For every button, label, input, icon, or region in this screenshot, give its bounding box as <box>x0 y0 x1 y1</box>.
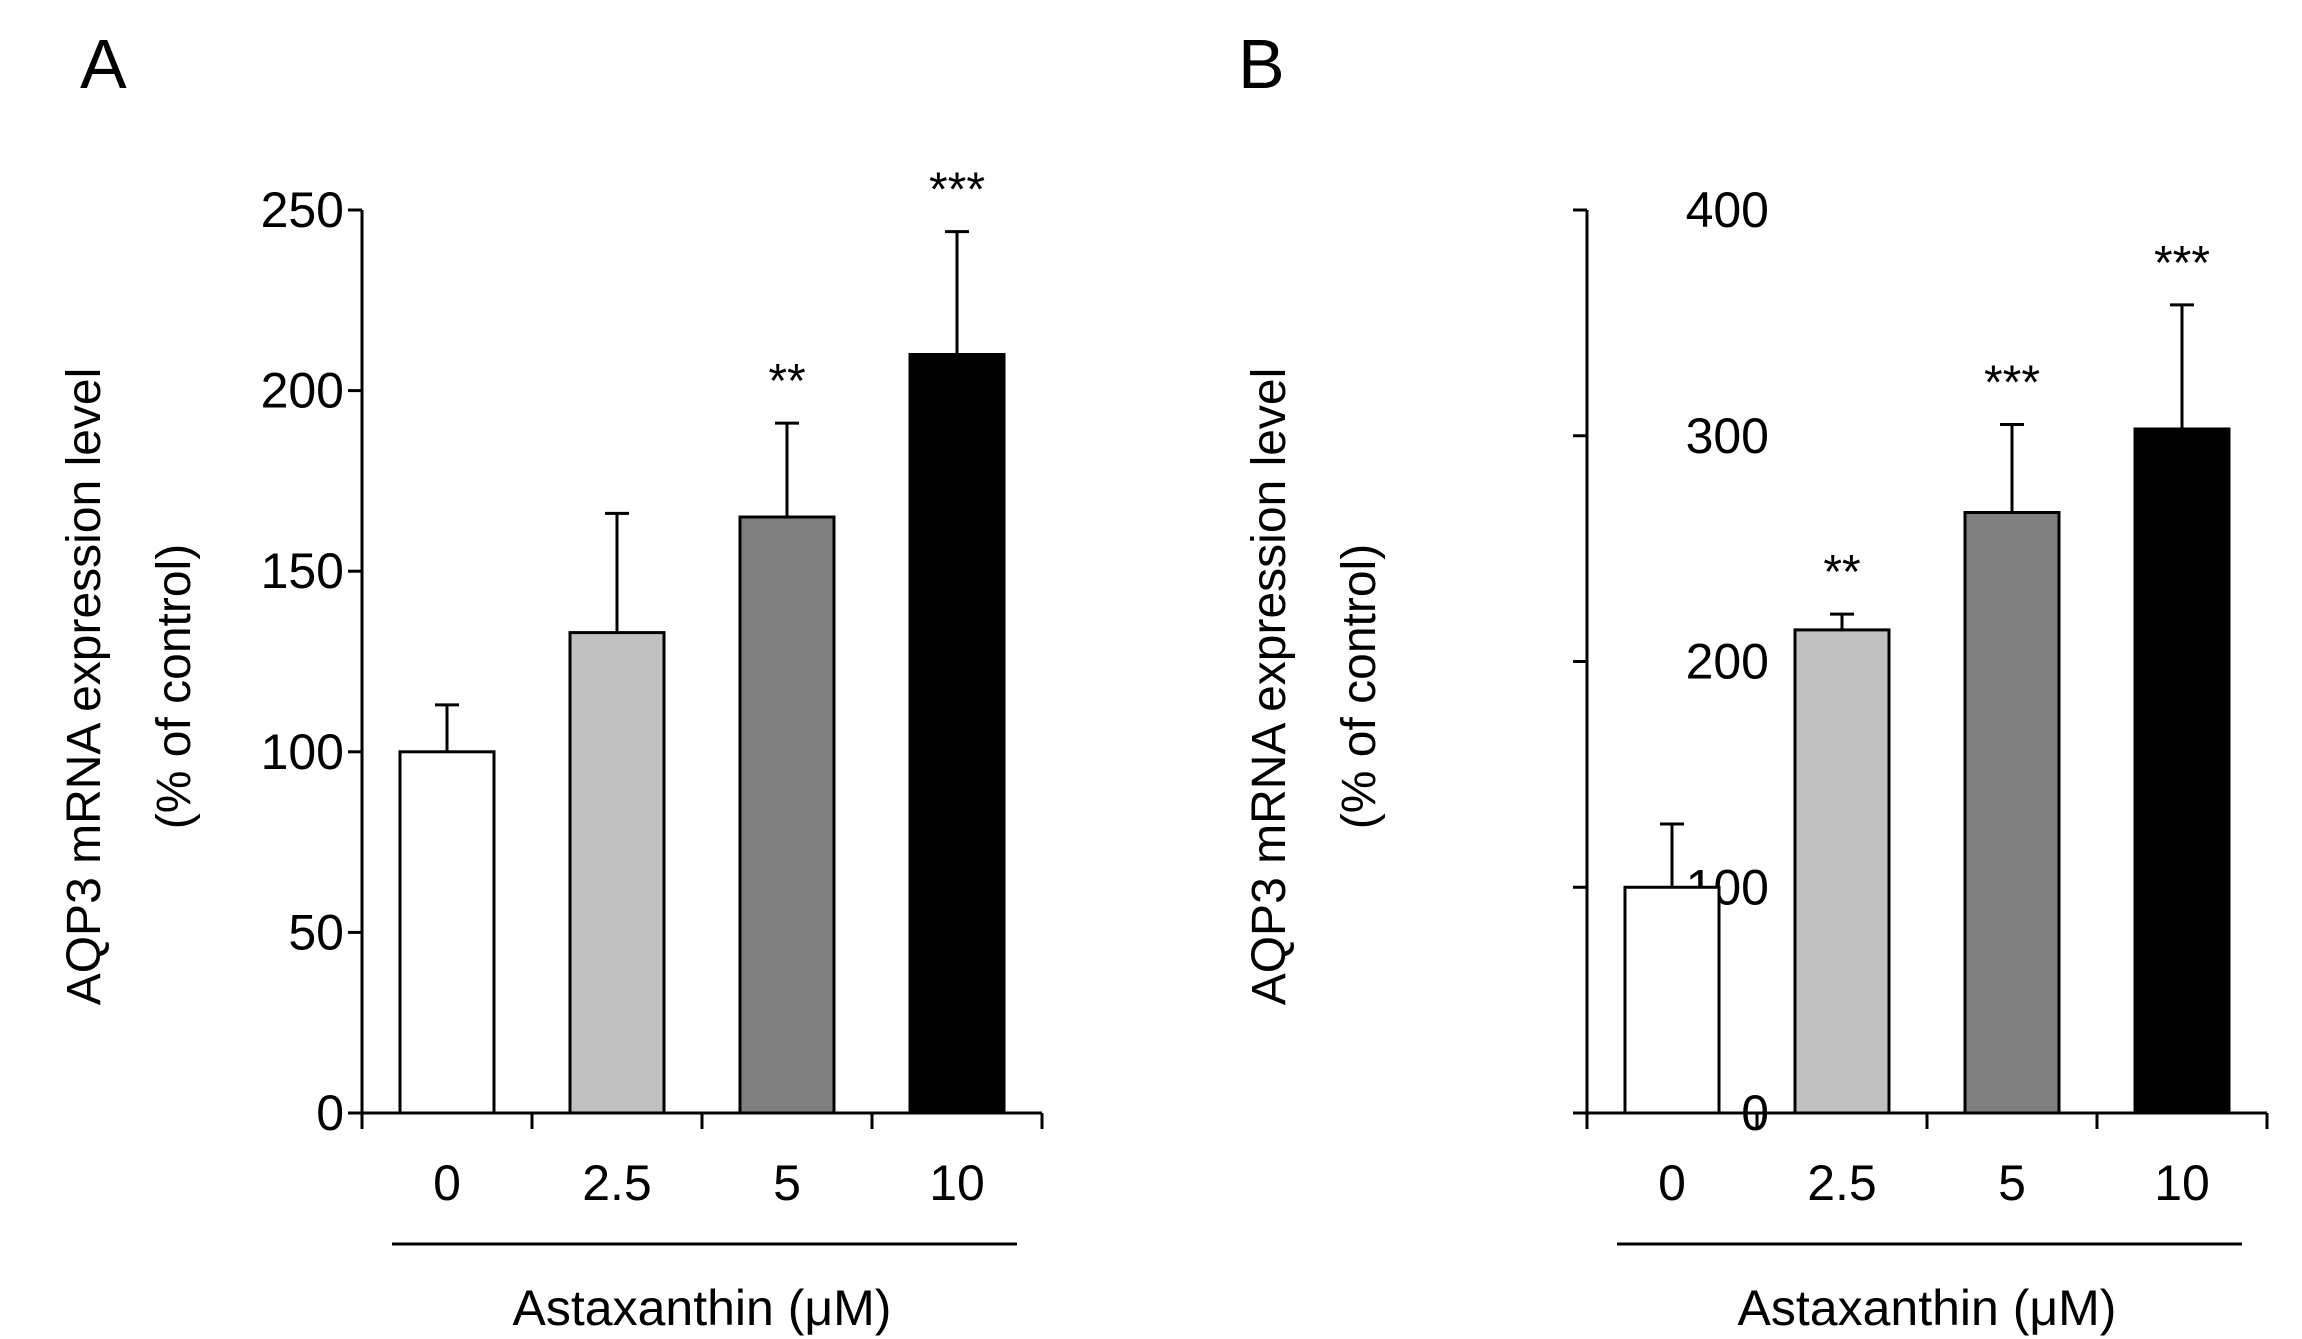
panel-label: B <box>1238 25 1285 103</box>
x-tick-label: 10 <box>2154 1155 2210 1211</box>
x-tick-label: 2.5 <box>1807 1155 1877 1211</box>
y-tick-label: 200 <box>261 363 344 419</box>
y-tick-label: 250 <box>261 182 344 238</box>
x-tick-label: 0 <box>433 1155 461 1211</box>
x-tick-label: 5 <box>773 1155 801 1211</box>
y-tick-label: 300 <box>1686 408 1769 464</box>
x-tick-label: 0 <box>1658 1155 1686 1211</box>
panel-a: A 0 50 100 150 200 250 0 2.5 ** 5 *** 10 Astaxanthin … <box>58 25 1044 1336</box>
x-tick-label: 5 <box>1998 1155 2026 1211</box>
y-axis-title: AQP3 mRNA expression level <box>1243 368 1296 1006</box>
y-tick-label: 150 <box>261 543 344 599</box>
y-axis-title: AQP3 mRNA expression level <box>58 368 111 1006</box>
significance-marker: *** <box>929 164 985 217</box>
significance-marker: *** <box>1984 356 2040 409</box>
bar-0 <box>1623 885 1721 1115</box>
significance-marker: ** <box>1823 546 1860 599</box>
y-axis-subtitle: (% of control) <box>1333 544 1386 829</box>
x-tick-label: 2.5 <box>582 1155 652 1211</box>
x-tick-label: 10 <box>929 1155 985 1211</box>
significance-marker: ** <box>768 355 805 408</box>
bar-2.5 <box>568 631 666 1115</box>
significance-marker: *** <box>2154 237 2210 290</box>
bar-2.5 <box>1793 628 1891 1115</box>
panel-b: B01002003004000**2.5***5***10Astaxanthin… <box>1238 25 2269 1336</box>
bar-5 <box>738 515 836 1115</box>
y-tick-label: 50 <box>288 904 344 960</box>
bar-5 <box>1963 511 2061 1115</box>
y-axis-subtitle: (% of control) <box>148 544 201 829</box>
y-tick-label: 100 <box>261 724 344 780</box>
panel-label: A <box>80 25 127 103</box>
x-axis-title: Astaxanthin (μM) <box>1738 1280 2117 1336</box>
bar-10 <box>2133 427 2231 1115</box>
y-tick-label: 0 <box>316 1085 344 1141</box>
y-tick-label: 400 <box>1686 182 1769 238</box>
bar-0 <box>398 750 496 1115</box>
y-tick-label: 200 <box>1686 634 1769 690</box>
y-tick-label: 0 <box>1741 1085 1769 1141</box>
x-axis-title: Astaxanthin (μM) <box>513 1280 892 1336</box>
bar-10 <box>908 352 1006 1115</box>
